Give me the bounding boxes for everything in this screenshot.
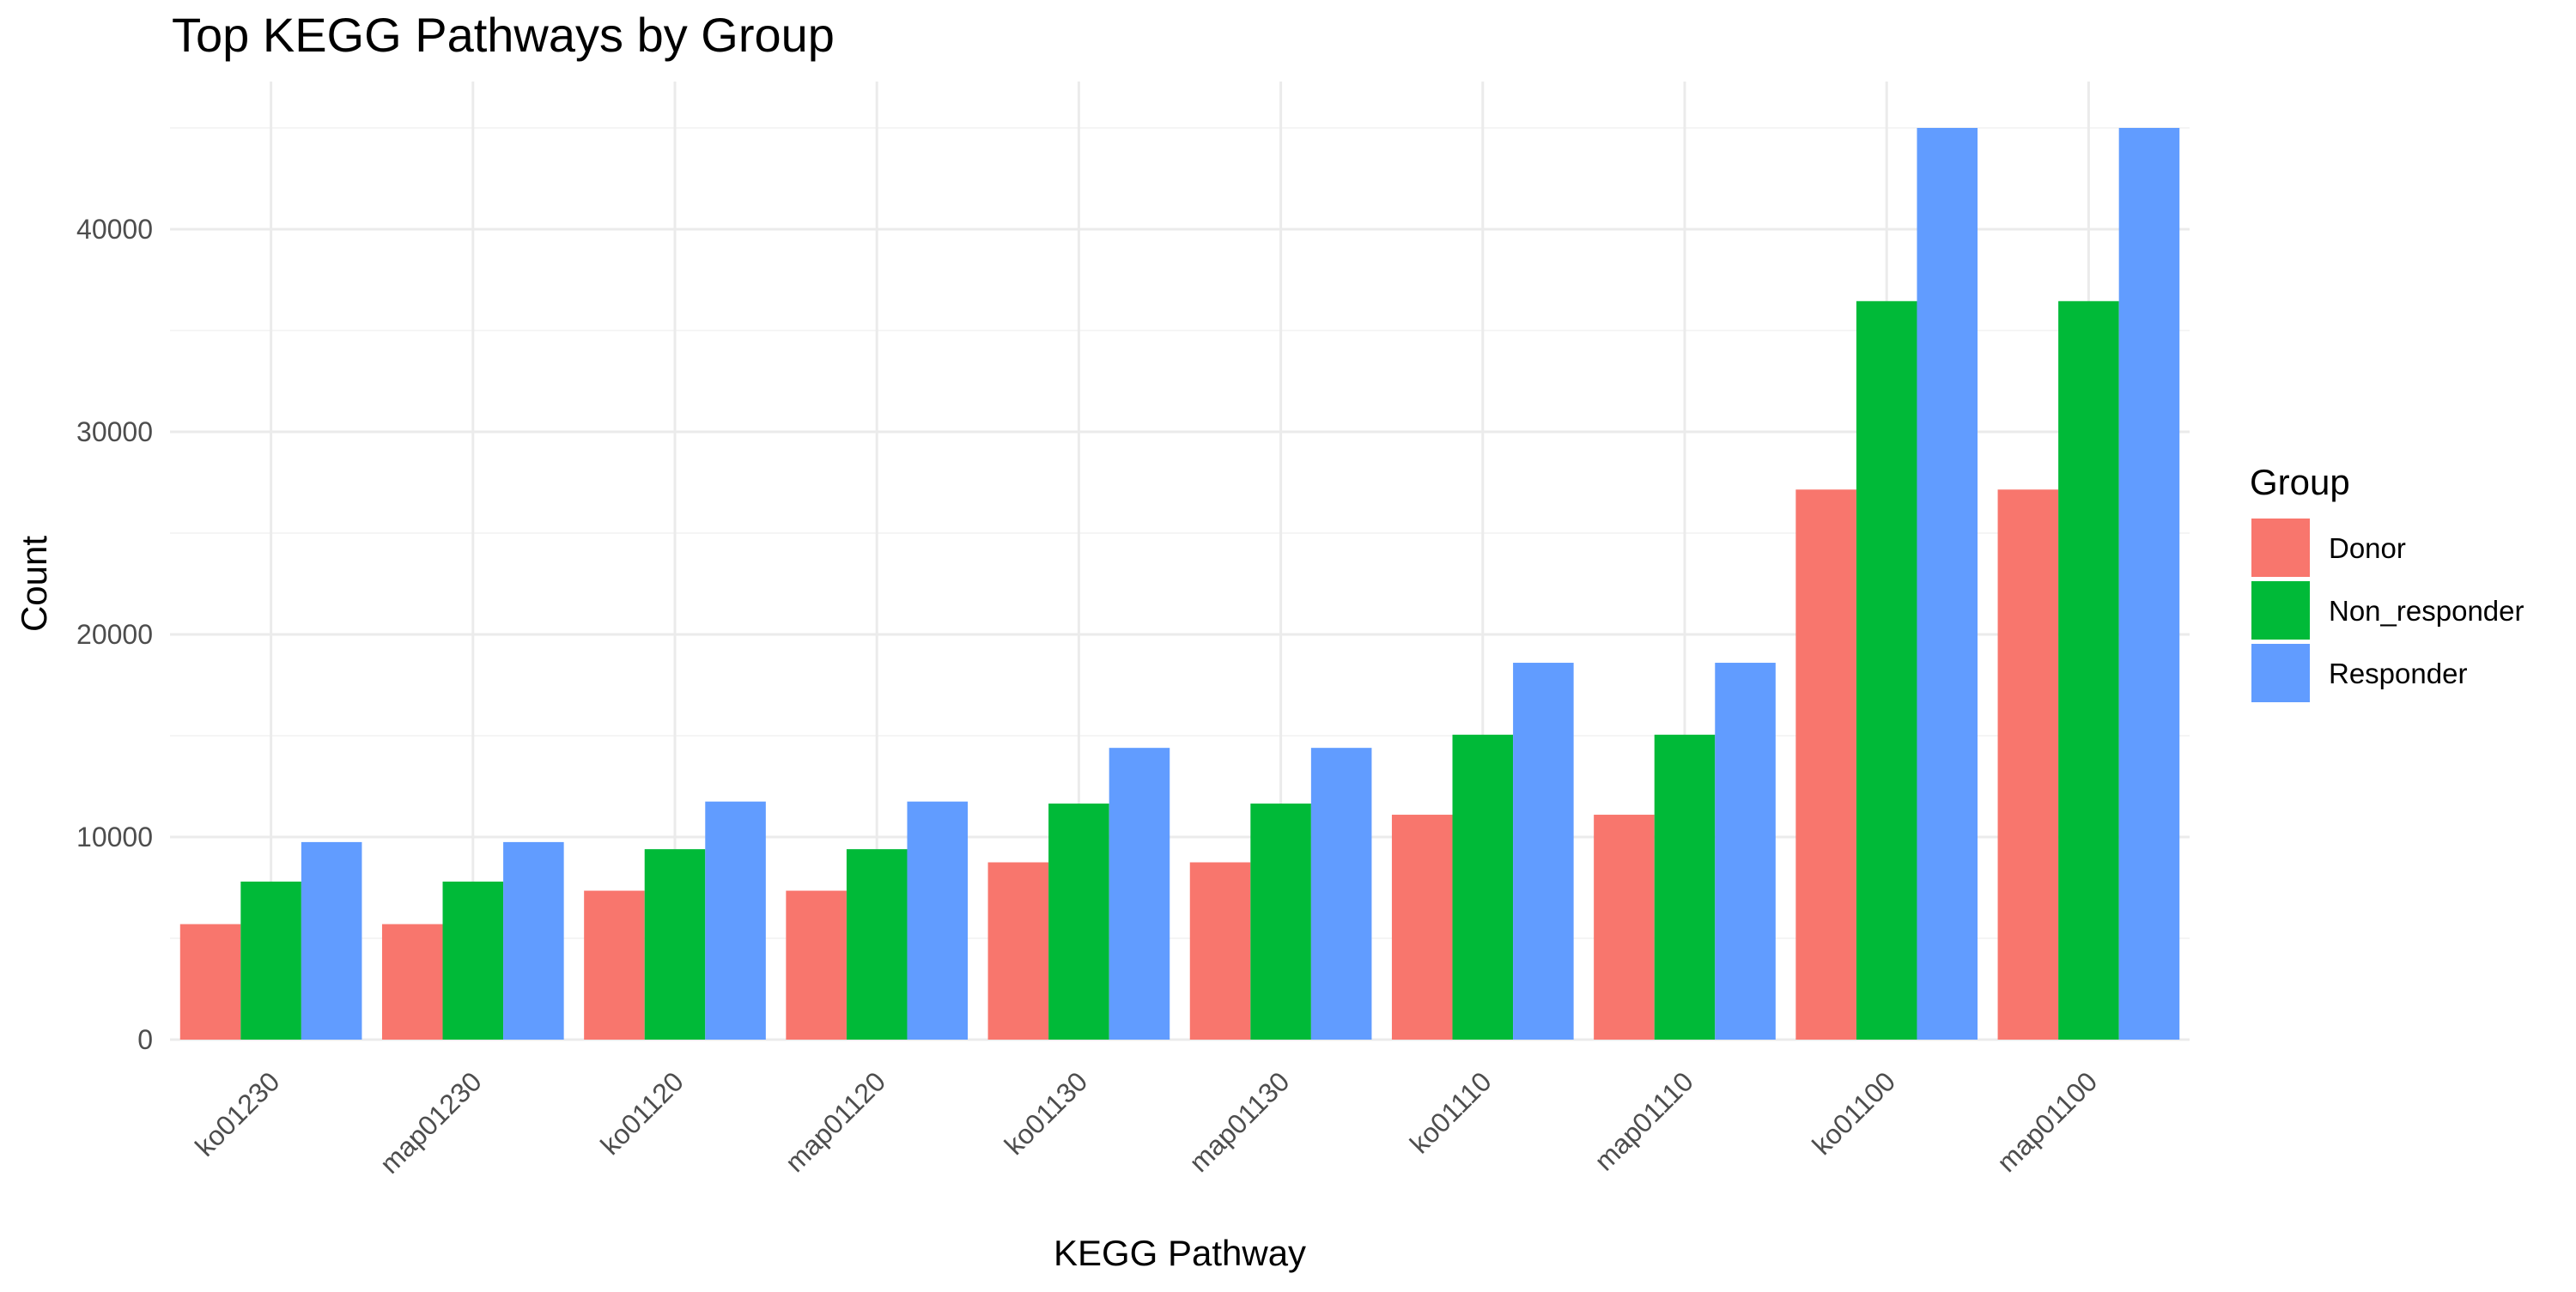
bar-non-responder-ko01120	[644, 849, 706, 1040]
x-tick-label: ko01130	[999, 1065, 1094, 1161]
legend-key-non-responder	[2251, 581, 2310, 640]
bar-donor-ko01100	[1795, 489, 1856, 1040]
legend-item: Donor	[2251, 519, 2406, 577]
bar-non-responder-ko01100	[1856, 300, 1917, 1040]
bar-responder-map01120	[907, 801, 969, 1040]
bar-non-responder-map01120	[846, 849, 908, 1040]
bar-donor-ko01120	[584, 890, 645, 1040]
y-tick-label: 20000	[76, 619, 153, 650]
bar-non-responder-ko01230	[240, 881, 301, 1040]
legend-key-responder	[2251, 644, 2310, 702]
bar-non-responder-map01230	[442, 881, 504, 1040]
x-axis-ticks: ko01230 map01230 ko01120 map01120 ko01130 map…	[189, 1065, 2103, 1179]
bar-donor-map01120	[786, 890, 847, 1040]
legend: Group Donor Non_responder Responder	[2250, 462, 2524, 702]
bar-responder-ko01100	[1917, 128, 1978, 1040]
bar-non-responder-map01100	[2058, 300, 2119, 1040]
bar-non-responder-map01130	[1250, 804, 1311, 1040]
bars	[179, 128, 2180, 1040]
bar-responder-map01130	[1310, 748, 1372, 1040]
bar-donor-map01100	[1997, 489, 2059, 1040]
bar-donor-ko01230	[179, 924, 241, 1040]
legend-items: Donor Non_responder Responder	[2251, 519, 2524, 702]
bar-donor-map01110	[1594, 815, 1655, 1040]
legend-key-donor	[2251, 519, 2310, 577]
legend-title: Group	[2250, 462, 2350, 502]
bar-donor-ko01130	[987, 862, 1049, 1040]
x-tick-label: map01110	[1589, 1065, 1699, 1176]
y-tick-label: 0	[137, 1024, 153, 1055]
bar-responder-map01230	[503, 841, 564, 1040]
bar-responder-ko01110	[1513, 663, 1574, 1040]
y-tick-label: 30000	[76, 416, 153, 447]
legend-label: Non_responder	[2329, 595, 2524, 627]
bar-non-responder-ko01110	[1452, 734, 1514, 1040]
legend-item: Responder	[2251, 644, 2467, 702]
legend-label: Responder	[2329, 658, 2467, 689]
x-tick-label: ko01230	[189, 1065, 285, 1162]
bar-responder-ko01230	[301, 841, 362, 1040]
legend-label: Donor	[2329, 532, 2406, 564]
y-axis-title: Count	[14, 536, 54, 632]
x-tick-label: ko01100	[1807, 1065, 1902, 1161]
x-axis-title: KEGG Pathway	[1054, 1233, 1306, 1273]
x-tick-label: map01120	[779, 1065, 891, 1178]
bar-responder-map01110	[1715, 663, 1776, 1040]
y-axis-ticks: 0 10000 20000 30000 40000	[76, 214, 153, 1055]
bar-donor-map01230	[381, 924, 443, 1040]
bar-non-responder-ko01130	[1048, 804, 1109, 1040]
bar-responder-map01100	[2118, 128, 2180, 1040]
y-tick-label: 10000	[76, 822, 153, 852]
legend-item: Non_responder	[2251, 581, 2524, 640]
bar-donor-ko01110	[1391, 815, 1453, 1040]
chart-title: Top KEGG Pathways by Group	[172, 8, 835, 62]
y-tick-label: 40000	[76, 214, 153, 245]
bar-responder-ko01120	[705, 801, 766, 1040]
bar-non-responder-map01110	[1654, 734, 1716, 1040]
bar-responder-ko01130	[1109, 748, 1170, 1040]
x-tick-label: ko01120	[594, 1065, 690, 1161]
x-tick-label: ko01110	[1404, 1065, 1498, 1159]
bar-donor-map01130	[1189, 862, 1251, 1040]
x-tick-label: map01130	[1183, 1065, 1296, 1178]
x-tick-label: map01230	[374, 1065, 487, 1179]
x-tick-label: map01100	[1991, 1065, 2104, 1178]
